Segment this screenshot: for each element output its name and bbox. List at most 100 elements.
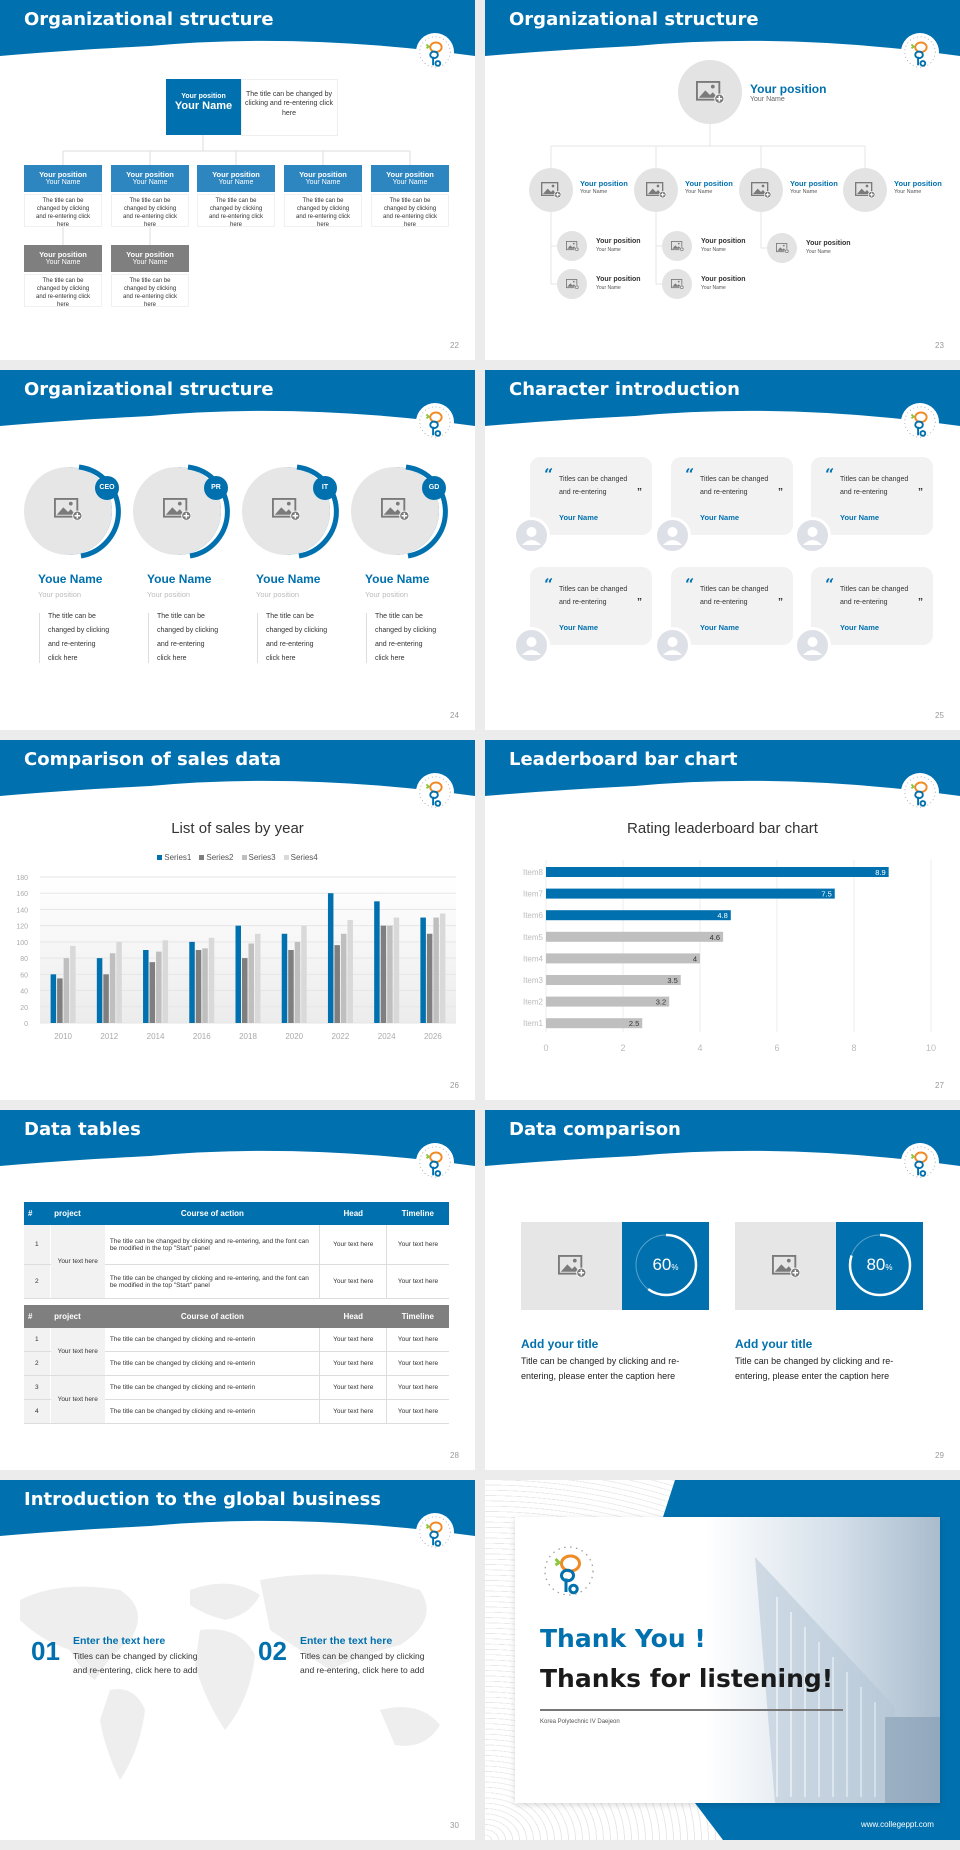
close-quote-icon: ” [778, 487, 783, 498]
slide-28: Data tables 28 # project Course of action Hea… [0, 1110, 475, 1470]
data-table: # project Course of action Head Timeline 1 You… [24, 1305, 449, 1424]
project-cell: Your text here [49, 1328, 105, 1376]
member-header[interactable]: Your position Your Name [197, 165, 275, 192]
logo-badge [901, 773, 939, 811]
name-label: Your Name [392, 179, 428, 186]
x-tick-label: 2024 [378, 1032, 396, 1041]
member-description-line: and re-entering [266, 641, 314, 648]
quote-card[interactable] [811, 457, 933, 535]
member-description-line: click here [266, 655, 296, 662]
bar [546, 910, 731, 921]
photo-placeholder[interactable] [678, 60, 742, 124]
name-label: Your Name [685, 189, 713, 195]
image-placeholder[interactable] [735, 1222, 836, 1310]
photo-placeholder[interactable] [739, 168, 783, 212]
member-header[interactable]: Your position Your Name [284, 165, 362, 192]
quote-card[interactable] [530, 457, 652, 535]
photo-placeholder[interactable] [634, 168, 678, 212]
position-label: Your position [126, 250, 174, 259]
item-text: and re-entering, click here to add [300, 1665, 425, 1675]
member-header[interactable]: Your position Your Name [24, 165, 102, 192]
data-label: 4 [693, 954, 697, 963]
x-tick-label: 2020 [285, 1032, 303, 1041]
header-row: # project Course of action Head Timeline [24, 1305, 449, 1328]
item-title: Add your title [735, 1337, 813, 1351]
slide-23: Organizational structure 23 Your position Y… [485, 0, 960, 360]
timeline-cell: Your text here [386, 1351, 449, 1376]
table-row: 1 Your text here The title can be changed … [24, 1328, 449, 1376]
page-number: 23 [935, 341, 944, 350]
person-name: Your Name [840, 513, 880, 522]
logo-badge [901, 403, 939, 441]
legend-swatch [157, 855, 163, 860]
open-quote-icon: “ [825, 575, 835, 594]
member-name: Youe Name [38, 572, 103, 586]
bar [149, 962, 156, 1023]
member-header[interactable]: Your position Your Name [111, 165, 189, 192]
person-name: Your Name [700, 623, 740, 632]
slide-24: Organizational structure 24 CEO Youe Name Yo… [0, 370, 475, 730]
quote-card[interactable] [811, 567, 933, 645]
quote-card[interactable] [671, 457, 793, 535]
member-description: The title can be changed by clicking and… [24, 274, 102, 308]
column-header: project [50, 1202, 105, 1225]
photo-placeholder[interactable] [557, 269, 587, 299]
percent-unit: % [885, 1263, 893, 1272]
percent-value: 60% [622, 1255, 709, 1275]
item-title: Add your title [521, 1337, 599, 1351]
bar [546, 931, 724, 942]
bar [420, 917, 426, 1023]
item-caption: Title can be changed by clicking and re- [521, 1356, 680, 1366]
bar [439, 913, 446, 1023]
quote-line: and re-entering [559, 489, 607, 496]
image-placeholder-icon [272, 498, 301, 525]
bar [189, 941, 195, 1023]
avatar [794, 627, 831, 664]
x-tick-label: 2026 [424, 1032, 442, 1041]
member-description: The title can be changed by clicking and… [197, 194, 275, 228]
bar [546, 996, 670, 1007]
member-header[interactable]: Your position Your Name [371, 165, 449, 192]
photo-placeholder[interactable] [767, 233, 797, 263]
progress-ring [634, 1233, 698, 1297]
bar [340, 933, 347, 1023]
top-description: The title can be changed by clicking and… [245, 91, 333, 117]
open-quote-icon: “ [544, 465, 554, 484]
x-tick-label: 2012 [100, 1032, 118, 1041]
photo-placeholder[interactable] [843, 168, 887, 212]
divider [148, 613, 149, 663]
photo-placeholder[interactable] [662, 231, 692, 261]
open-quote-icon: “ [685, 575, 695, 594]
y-category-label: Item1 [523, 1019, 544, 1028]
member-description-line: and re-entering [157, 641, 205, 648]
logo-badge [416, 1513, 454, 1551]
slide-29: Data comparison 29 60% Add your title Title … [485, 1110, 960, 1470]
top-position-box[interactable]: Your position Your Name [166, 79, 241, 135]
quote-card[interactable] [671, 567, 793, 645]
image-placeholder[interactable] [521, 1222, 622, 1310]
bar [57, 978, 63, 1023]
photo-placeholder[interactable] [529, 168, 573, 212]
photo-placeholder[interactable] [662, 269, 692, 299]
timeline-cell: Your text here [386, 1225, 449, 1265]
member-name: Youe Name [147, 572, 212, 586]
y-tick-label: 40 [20, 989, 28, 996]
name-label: Your Name [806, 249, 831, 255]
member-header[interactable]: Your position Your Name [111, 245, 189, 272]
position-label: Your position [790, 179, 838, 188]
bar [546, 953, 700, 964]
photo-placeholder[interactable] [557, 231, 587, 261]
column-header: Head [319, 1305, 387, 1328]
legend-item: Series4 [283, 853, 318, 862]
legend-item: Series3 [241, 853, 276, 862]
row-number: 4 [24, 1399, 51, 1424]
slide-25: Character introduction 25 “ Titles can be c… [485, 370, 960, 730]
name-label: Your Name [701, 247, 726, 253]
bar [162, 940, 169, 1023]
open-quote-icon: “ [685, 465, 695, 484]
legend-item: Series2 [199, 853, 234, 862]
legend-swatch [199, 855, 205, 860]
quote-card[interactable] [530, 567, 652, 645]
bar [433, 917, 439, 1023]
member-header[interactable]: Your position Your Name [24, 245, 102, 272]
